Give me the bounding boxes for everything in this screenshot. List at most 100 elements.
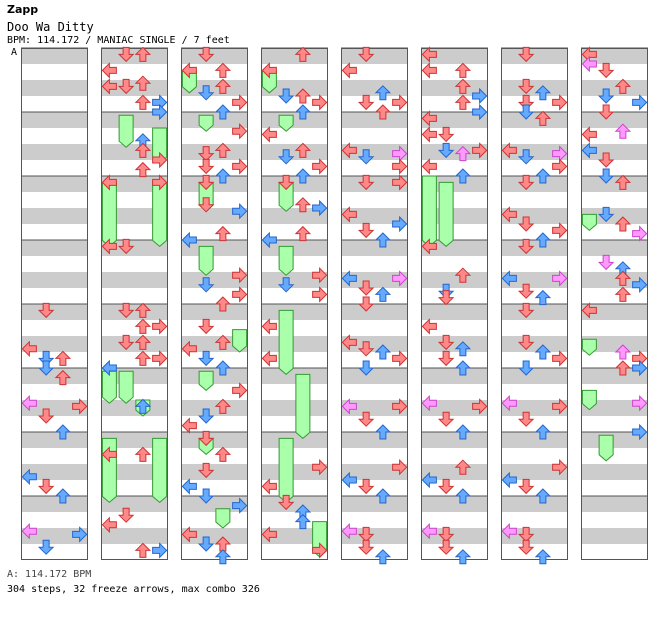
beat-stripe [261, 224, 328, 240]
beat-stripe [341, 192, 408, 208]
step-arrow [197, 350, 215, 367]
step-arrow [421, 471, 437, 489]
step-arrow [294, 197, 312, 213]
beat-stripe [261, 464, 328, 480]
beat-stripe [181, 384, 248, 400]
beat-stripe [341, 416, 408, 432]
step-arrow [21, 522, 37, 540]
step-arrow [214, 142, 232, 158]
beat-stripe [581, 336, 648, 352]
beat-stripe [101, 384, 168, 400]
step-arrow [101, 174, 117, 191]
beat-stripe [581, 96, 648, 112]
column-border [581, 48, 648, 560]
step-arrow [357, 341, 375, 357]
beat-stripe [181, 480, 248, 496]
step-arrow [517, 216, 535, 232]
step-arrow [534, 168, 552, 184]
column-border [341, 48, 408, 560]
step-arrow [454, 62, 472, 78]
step-arrow [472, 87, 488, 105]
step-arrow [392, 398, 408, 415]
beat-stripe [181, 464, 248, 480]
beat-stripe [261, 160, 328, 176]
step-arrow [392, 458, 408, 476]
step-arrow [614, 270, 632, 286]
step-arrow [614, 286, 632, 302]
song-title: Doo Wa Ditty [7, 20, 94, 34]
step-arrow [357, 149, 375, 165]
beat-stripe [261, 240, 328, 256]
beat-stripe [21, 160, 88, 176]
beat-stripe [421, 336, 488, 352]
beat-stripe [21, 464, 88, 480]
step-arrow [214, 78, 232, 94]
beat-stripe [261, 288, 328, 304]
step-arrow [517, 478, 535, 495]
beat-stripe [21, 304, 88, 320]
beat-stripe [341, 96, 408, 112]
step-arrow [117, 334, 135, 351]
beat-stripe [501, 448, 568, 464]
freeze-arrow [438, 181, 454, 248]
beat-stripe [421, 48, 488, 64]
step-arrow [197, 462, 215, 479]
beat-stripe [581, 256, 648, 272]
beat-stripe [101, 256, 168, 272]
beat-stripe [421, 368, 488, 384]
beat-stripe [501, 304, 568, 320]
beat-stripe [421, 144, 488, 160]
beat-stripe [341, 496, 408, 512]
step-arrow [232, 158, 248, 175]
step-arrow [517, 149, 535, 165]
step-arrow [21, 340, 37, 358]
beat-stripe [21, 128, 88, 144]
beat-stripe [501, 240, 568, 256]
beat-stripe [581, 112, 648, 128]
beat-stripe [341, 80, 408, 96]
step-arrow [517, 526, 535, 543]
step-arrow [152, 151, 168, 169]
beat-stripe [21, 352, 88, 368]
beat-stripe [501, 496, 568, 512]
beat-stripe [341, 176, 408, 192]
freeze-arrow [581, 389, 597, 411]
step-arrow [357, 526, 375, 543]
beat-stripe [261, 416, 328, 432]
beat-stripe [181, 256, 248, 272]
freeze-arrow [198, 114, 214, 132]
step-arrow [472, 142, 488, 159]
beat-stripe [21, 480, 88, 496]
freeze-arrow [198, 245, 214, 276]
beat-stripe [581, 464, 648, 480]
step-arrow [552, 398, 568, 415]
beat-stripe [421, 256, 488, 272]
step-arrow [214, 334, 232, 350]
beat-stripe [341, 288, 408, 304]
beat-stripe [21, 288, 88, 304]
beat-stripe [261, 368, 328, 384]
step-arrow [472, 103, 488, 121]
step-arrow [214, 296, 232, 312]
beat-stripe [581, 128, 648, 144]
beat-stripe [101, 48, 168, 64]
beat-stripe [101, 528, 168, 544]
beat-stripe [101, 176, 168, 192]
beat-stripe [341, 480, 408, 496]
beat-stripe [21, 432, 88, 448]
freeze-arrow [278, 309, 294, 376]
step-arrow [632, 225, 648, 242]
beat-stripe [181, 128, 248, 144]
beat-stripe [181, 352, 248, 368]
step-arrow [134, 75, 152, 91]
step-arrow [392, 350, 408, 367]
step-arrow [181, 340, 197, 358]
step-arrow [534, 488, 552, 504]
beat-stripe [21, 224, 88, 240]
step-arrow [294, 225, 312, 242]
beat-stripe [181, 48, 248, 64]
beat-stripe [261, 112, 328, 128]
step-arrow [472, 398, 488, 415]
freeze-arrow [581, 213, 597, 232]
beat-stripe [341, 384, 408, 400]
